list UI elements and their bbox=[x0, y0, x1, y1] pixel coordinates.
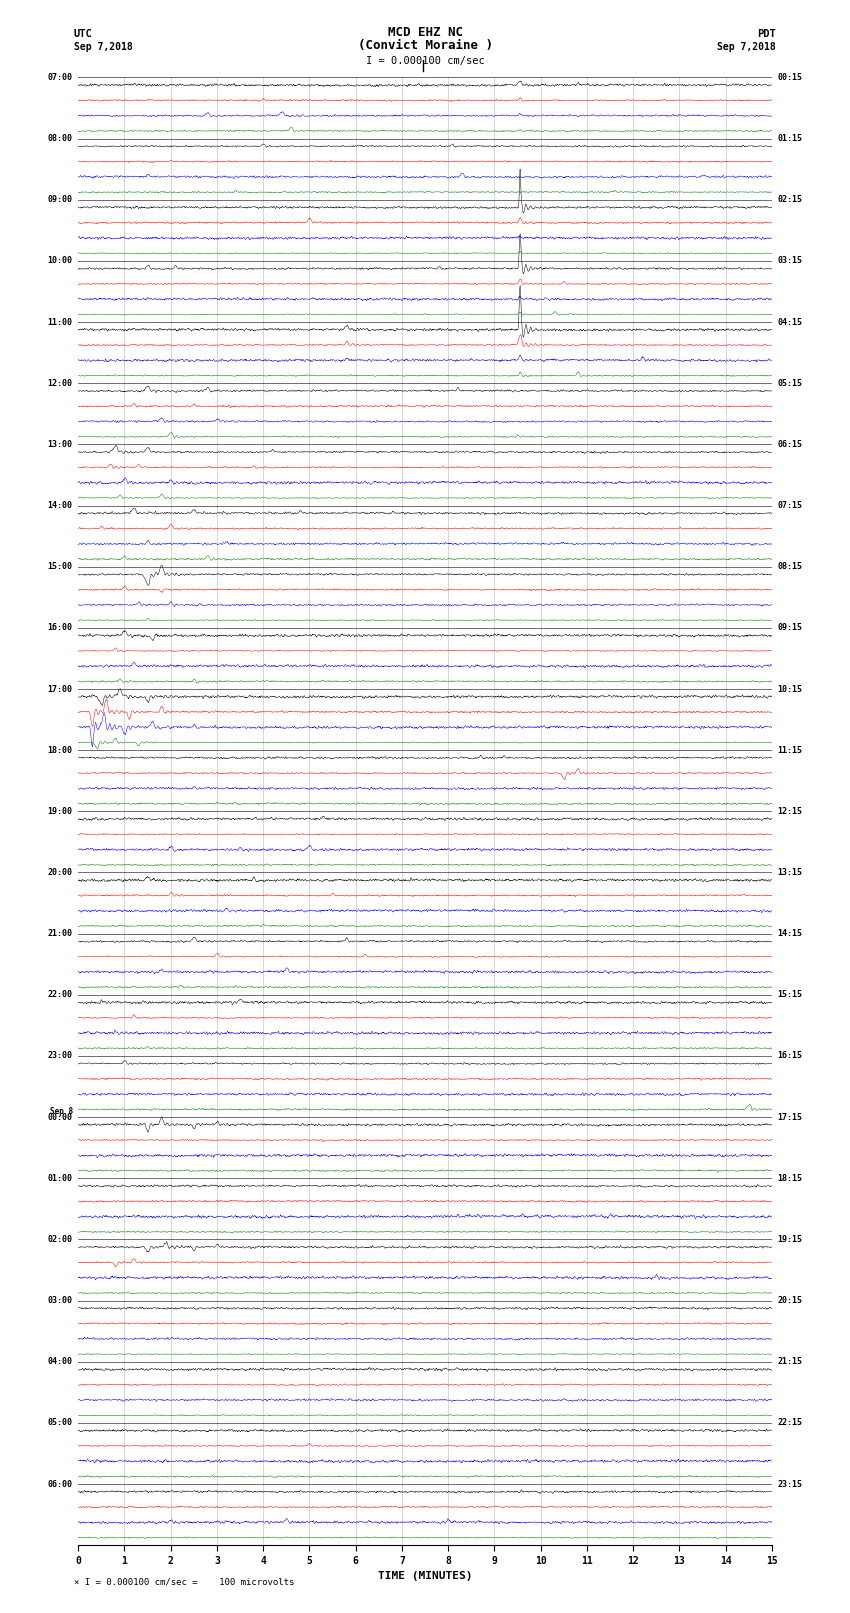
Text: 07:15: 07:15 bbox=[778, 502, 802, 510]
Text: PDT: PDT bbox=[757, 29, 776, 39]
Text: 13:00: 13:00 bbox=[48, 440, 72, 448]
Text: 01:00: 01:00 bbox=[48, 1174, 72, 1182]
Text: 00:00: 00:00 bbox=[48, 1113, 72, 1121]
Text: 18:15: 18:15 bbox=[778, 1174, 802, 1182]
Text: 16:15: 16:15 bbox=[778, 1052, 802, 1060]
Text: 15:15: 15:15 bbox=[778, 990, 802, 1000]
Text: (Convict Moraine ): (Convict Moraine ) bbox=[358, 39, 492, 52]
Text: 20:00: 20:00 bbox=[48, 868, 72, 877]
Text: 16:00: 16:00 bbox=[48, 623, 72, 632]
Text: 23:00: 23:00 bbox=[48, 1052, 72, 1060]
Text: 02:00: 02:00 bbox=[48, 1236, 72, 1244]
Text: 12:15: 12:15 bbox=[778, 806, 802, 816]
Text: 14:00: 14:00 bbox=[48, 502, 72, 510]
Text: 00:15: 00:15 bbox=[778, 73, 802, 82]
Text: 19:00: 19:00 bbox=[48, 806, 72, 816]
Text: 07:00: 07:00 bbox=[48, 73, 72, 82]
Text: 03:15: 03:15 bbox=[778, 256, 802, 266]
Text: 06:00: 06:00 bbox=[48, 1479, 72, 1489]
Text: 13:15: 13:15 bbox=[778, 868, 802, 877]
Text: 22:00: 22:00 bbox=[48, 990, 72, 1000]
Text: 01:15: 01:15 bbox=[778, 134, 802, 144]
Text: MCD EHZ NC: MCD EHZ NC bbox=[388, 26, 462, 39]
Text: 06:15: 06:15 bbox=[778, 440, 802, 448]
Text: Sep 7,2018: Sep 7,2018 bbox=[74, 42, 133, 52]
Text: 19:15: 19:15 bbox=[778, 1236, 802, 1244]
Text: 21:00: 21:00 bbox=[48, 929, 72, 939]
X-axis label: TIME (MINUTES): TIME (MINUTES) bbox=[377, 1571, 473, 1581]
Text: 04:15: 04:15 bbox=[778, 318, 802, 326]
Text: 17:00: 17:00 bbox=[48, 684, 72, 694]
Text: 22:15: 22:15 bbox=[778, 1418, 802, 1428]
Text: 05:00: 05:00 bbox=[48, 1418, 72, 1428]
Text: 10:15: 10:15 bbox=[778, 684, 802, 694]
Text: × I = 0.000100 cm/sec =    100 microvolts: × I = 0.000100 cm/sec = 100 microvolts bbox=[74, 1578, 294, 1587]
Text: 11:00: 11:00 bbox=[48, 318, 72, 326]
Text: 17:15: 17:15 bbox=[778, 1113, 802, 1121]
Text: UTC: UTC bbox=[74, 29, 93, 39]
Text: 09:15: 09:15 bbox=[778, 623, 802, 632]
Text: 03:00: 03:00 bbox=[48, 1297, 72, 1305]
Text: 18:00: 18:00 bbox=[48, 745, 72, 755]
Text: 02:15: 02:15 bbox=[778, 195, 802, 205]
Text: Sep 7,2018: Sep 7,2018 bbox=[717, 42, 776, 52]
Text: 10:00: 10:00 bbox=[48, 256, 72, 266]
Text: 11:15: 11:15 bbox=[778, 745, 802, 755]
Text: 20:15: 20:15 bbox=[778, 1297, 802, 1305]
Text: 23:15: 23:15 bbox=[778, 1479, 802, 1489]
Text: 12:00: 12:00 bbox=[48, 379, 72, 387]
Text: 15:00: 15:00 bbox=[48, 563, 72, 571]
Text: 08:00: 08:00 bbox=[48, 134, 72, 144]
Text: 04:00: 04:00 bbox=[48, 1357, 72, 1366]
Text: 05:15: 05:15 bbox=[778, 379, 802, 387]
Text: 21:15: 21:15 bbox=[778, 1357, 802, 1366]
Text: I = 0.000100 cm/sec: I = 0.000100 cm/sec bbox=[366, 56, 484, 66]
Text: 09:00: 09:00 bbox=[48, 195, 72, 205]
Text: 14:15: 14:15 bbox=[778, 929, 802, 939]
Text: Sep 8: Sep 8 bbox=[49, 1107, 72, 1116]
Text: 08:15: 08:15 bbox=[778, 563, 802, 571]
